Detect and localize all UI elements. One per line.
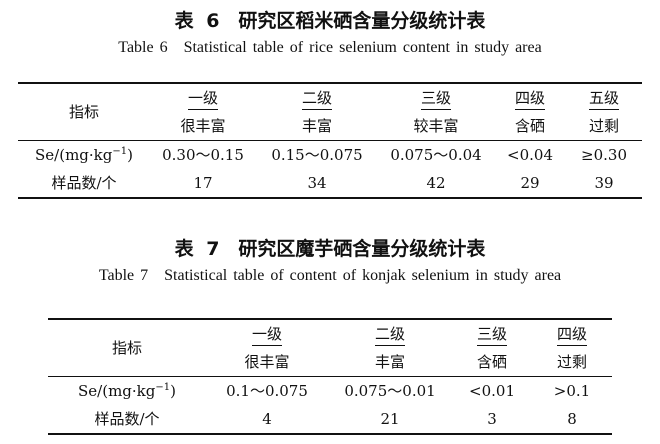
table7-count-2: 21: [328, 405, 452, 435]
table7-indicator-header: 指标: [48, 318, 206, 377]
table6-gradename-4: 含硒: [494, 112, 566, 141]
table7-se-3: <0.01: [469, 382, 515, 400]
table6-title-en: Table 6 Statistical table of rice seleni…: [118, 39, 542, 56]
table7-block: 表 7 研究区魔芋硒含量分级统计表 Table 7 Statistical ta…: [0, 228, 660, 435]
table6-gradename-3: 较丰富: [378, 112, 494, 141]
table7-grade-2: 二级: [328, 318, 452, 348]
table6-se-row: Se/(mg·kg−1) 0.30～0.15 0.15～0.075 0.075～…: [18, 141, 642, 170]
table6-count-4: 29: [494, 169, 566, 199]
table7-gradename-3: 含硒: [452, 348, 532, 377]
table7-title-en: Table 7 Statistical table of content of …: [98, 267, 562, 284]
table7-gradename-1: 很丰富: [206, 348, 328, 377]
table6-gradename-5: 过剩: [566, 112, 642, 141]
table7-grade-4: 四级: [532, 318, 612, 348]
table6-gradename-row: 很丰富 丰富 较丰富 含硒 过剩: [18, 112, 642, 141]
table7-se-1: 0.1～0.075: [226, 382, 308, 400]
table7-se-2: 0.075～0.01: [344, 382, 436, 400]
table7: 指标 一级 二级 三级 四级 很丰富 丰富 含硒 过剩 Se/(mg·kg−1)…: [48, 318, 612, 435]
table7-gradename-row: 很丰富 丰富 含硒 过剩: [48, 348, 612, 377]
table6-count-5: 39: [566, 169, 642, 199]
table6-se-5: ≥0.30: [581, 146, 627, 164]
table7-count-1: 4: [206, 405, 328, 435]
table6-grade-row: 指标 一级 二级 三级 四级 五级: [18, 82, 642, 141]
table6-grade-1: 一级: [150, 82, 256, 112]
table6-indicator-header: 指标: [18, 82, 150, 141]
table7-count-label: 样品数/个: [48, 405, 206, 435]
table7-grade-row: 指标 一级 二级 三级 四级: [48, 318, 612, 377]
table7-gradename-4: 过剩: [532, 348, 612, 377]
table6-title-zh: 表 6 研究区稻米硒含量分级统计表: [174, 10, 486, 32]
table7-count-4: 8: [532, 405, 612, 435]
table7-gradename-2: 丰富: [328, 348, 452, 377]
table6: 指标 一级 二级 三级 四级 五级 很丰富 丰富 较丰富 含硒 过剩 Se/(m…: [18, 82, 642, 199]
table6-grade-5: 五级: [566, 82, 642, 112]
table6-gradename-1: 很丰富: [150, 112, 256, 141]
table6-count-1: 17: [150, 169, 256, 199]
table6-count-2: 34: [256, 169, 378, 199]
table6-se-3: 0.075～0.04: [390, 146, 482, 164]
table7-se-4: >0.1: [553, 382, 591, 400]
table6-grade-3: 三级: [378, 82, 494, 112]
table6-count-3: 42: [378, 169, 494, 199]
table7-count-row: 样品数/个 4 21 3 8: [48, 405, 612, 435]
table6-se-1: 0.30～0.15: [162, 146, 244, 164]
table7-grade-3: 三级: [452, 318, 532, 348]
table7-se-label: Se/(mg·kg−1): [78, 382, 176, 400]
table6-count-label: 样品数/个: [18, 169, 150, 199]
table6-se-2: 0.15～0.075: [271, 146, 363, 164]
table6-gradename-2: 丰富: [256, 112, 378, 141]
table7-count-3: 3: [452, 405, 532, 435]
table6-grade-2: 二级: [256, 82, 378, 112]
table6-se-label: Se/(mg·kg−1): [35, 146, 133, 164]
table6-grade-4: 四级: [494, 82, 566, 112]
table7-grade-1: 一级: [206, 318, 328, 348]
table7-title-zh: 表 7 研究区魔芋硒含量分级统计表: [174, 238, 486, 260]
table7-se-row: Se/(mg·kg−1) 0.1～0.075 0.075～0.01 <0.01 …: [48, 377, 612, 406]
table6-se-4: <0.04: [507, 146, 553, 164]
table6-count-row: 样品数/个 17 34 42 29 39: [18, 169, 642, 199]
table6-block: 表 6 研究区稻米硒含量分级统计表 Table 6 Statistical ta…: [0, 0, 660, 199]
